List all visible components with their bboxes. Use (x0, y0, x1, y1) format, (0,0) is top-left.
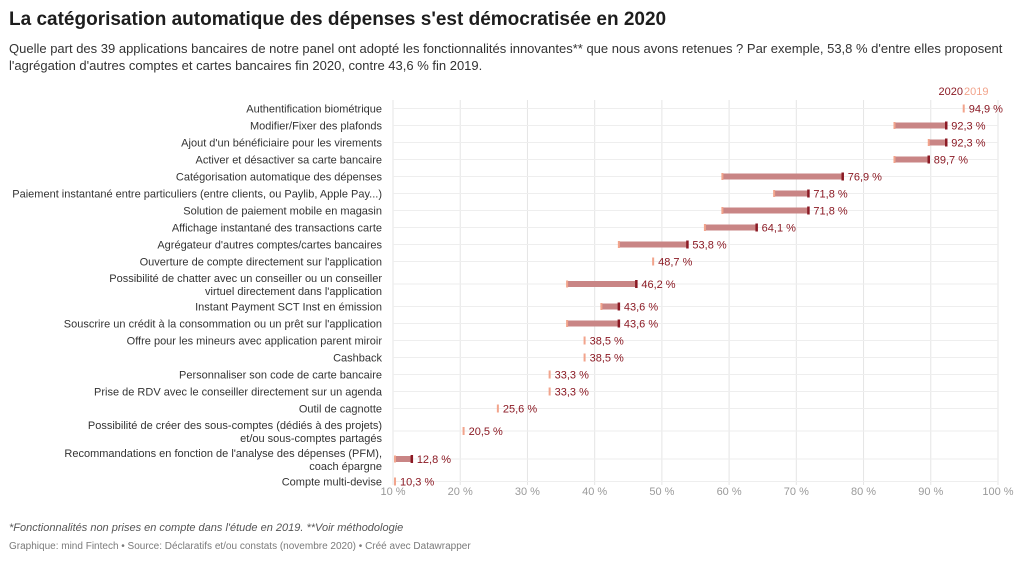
x-axis: 10 % 20 % 30 % 40 % 50 % 60 % 70 % 80 % 90 % 100 … (380, 486, 1013, 498)
data-row: Personnaliser son code de carte bancaire… (179, 370, 998, 382)
value-label: 76,9 % (848, 172, 882, 184)
value-label: 33,3 % (555, 387, 589, 399)
data-row: Authentification biométrique 94,9 % (246, 104, 1003, 116)
row-label: Personnaliser son code de carte bancaire (179, 370, 382, 382)
value-label: 94,9 % (969, 104, 1003, 116)
row-label: Solution de paiement mobile en magasin (183, 206, 382, 218)
range-dot-chart: 2020 2019 Authentification biométrique 94,… (12, 86, 1014, 498)
legend-2020: 2020 (939, 86, 963, 98)
row-label: Outil de cagnotte (299, 404, 382, 416)
data-row: Souscrire un crédit à la consommation ou… (64, 319, 998, 331)
x-tick-label: 60 % (717, 486, 742, 498)
x-tick-label: 30 % (515, 486, 540, 498)
data-row: Activer et désactiver sa carte bancaire 8… (196, 155, 998, 167)
data-row: Compte multi-devise 10,3 % (282, 477, 998, 489)
data-row: Ouverture de compte directement sur l'ap… (140, 257, 998, 269)
x-tick-label: 70 % (784, 486, 809, 498)
row-label: Affichage instantané des transactions ca… (172, 223, 382, 235)
row-label: Authentification biométrique (246, 104, 382, 116)
data-row: Paiement instantané entre particuliers (… (12, 189, 998, 201)
row-label: Compte multi-devise (282, 477, 382, 489)
data-row: Recommandations en fonction de l'analyse… (64, 448, 998, 473)
data-row: Catégorisation automatique des dépenses 7… (176, 172, 998, 184)
data-row: Ajout d'un bénéficiaire pour les viremen… (181, 138, 998, 150)
row-label: Instant Payment SCT Inst en émission (195, 302, 382, 314)
rows-layer: Authentification biométrique 94,9 % Modifi… (12, 104, 1003, 489)
data-row: Outil de cagnotte 25,6 % (299, 404, 998, 416)
data-row: Solution de paiement mobile en magasin 71… (183, 206, 998, 218)
row-label: Souscrire un crédit à la consommation ou… (64, 319, 382, 331)
data-row: Offre pour les mineurs avec application … (127, 336, 998, 348)
row-label: Possibilité de créer des sous-comptes (d… (88, 420, 383, 445)
footnote: *Fonctionnalités non prises en compte da… (9, 522, 404, 534)
x-tick-label: 80 % (851, 486, 876, 498)
value-label: 46,2 % (641, 279, 675, 291)
data-row: Prise de RDV avec le conseiller directem… (94, 387, 998, 399)
value-label: 89,7 % (934, 155, 968, 167)
row-label: Recommandations en fonction de l'analyse… (64, 448, 382, 473)
row-label: Offre pour les mineurs avec application … (127, 336, 383, 348)
data-row: Possibilité de chatter avec un conseille… (109, 273, 998, 298)
value-label: 71,8 % (813, 189, 847, 201)
value-label: 43,6 % (624, 319, 658, 331)
row-label: Ouverture de compte directement sur l'ap… (140, 257, 382, 269)
row-label: Ajout d'un bénéficiaire pour les viremen… (181, 138, 382, 150)
value-label: 64,1 % (762, 223, 796, 235)
chart-subtitle: Quelle part des 39 applications bancaire… (9, 41, 1003, 73)
data-row: Instant Payment SCT Inst en émission 43,6… (195, 302, 998, 314)
value-label: 71,8 % (813, 206, 847, 218)
value-label: 53,8 % (692, 240, 726, 252)
x-tick-label: 50 % (649, 486, 674, 498)
x-tick-label: 100 % (982, 486, 1013, 498)
row-label: Agrégateur d'autres comptes/cartes banca… (157, 240, 382, 252)
value-label: 20,5 % (469, 426, 503, 438)
legend: 2020 2019 (939, 86, 989, 98)
row-label: Possibilité de chatter avec un conseille… (109, 273, 382, 298)
value-label: 10,3 % (400, 477, 434, 489)
chart-title: La catégorisation automatique des dépens… (9, 9, 667, 30)
row-label: Cashback (333, 353, 382, 365)
row-label: Catégorisation automatique des dépenses (176, 172, 383, 184)
value-label: 38,5 % (590, 353, 624, 365)
legend-2019: 2019 (964, 86, 988, 98)
x-tick-label: 10 % (380, 486, 405, 498)
data-row: Possibilité de créer des sous-comptes (d… (88, 420, 998, 445)
value-label: 33,3 % (555, 370, 589, 382)
data-row: Modifier/Fixer des plafonds 92,3 % (250, 121, 998, 133)
x-tick-label: 20 % (448, 486, 473, 498)
value-label: 25,6 % (503, 404, 537, 416)
row-label: Prise de RDV avec le conseiller directem… (94, 387, 383, 399)
value-label: 92,3 % (951, 138, 985, 150)
x-tick-label: 40 % (582, 486, 607, 498)
value-label: 38,5 % (590, 336, 624, 348)
value-label: 12,8 % (417, 454, 451, 466)
row-label: Paiement instantané entre particuliers (… (12, 189, 382, 201)
data-row: Agrégateur d'autres comptes/cartes banca… (157, 240, 998, 252)
data-row: Affichage instantané des transactions ca… (172, 223, 998, 235)
source-line: Graphique: mind Fintech • Source: Déclar… (9, 541, 471, 552)
row-label: Activer et désactiver sa carte bancaire (196, 155, 382, 167)
value-label: 92,3 % (951, 121, 985, 133)
row-label: Modifier/Fixer des plafonds (250, 121, 383, 133)
value-label: 43,6 % (624, 302, 658, 314)
x-tick-label: 90 % (918, 486, 943, 498)
grid-layer (392, 100, 999, 485)
value-label: 48,7 % (658, 257, 692, 269)
data-row: Cashback 38,5 % (333, 353, 998, 365)
